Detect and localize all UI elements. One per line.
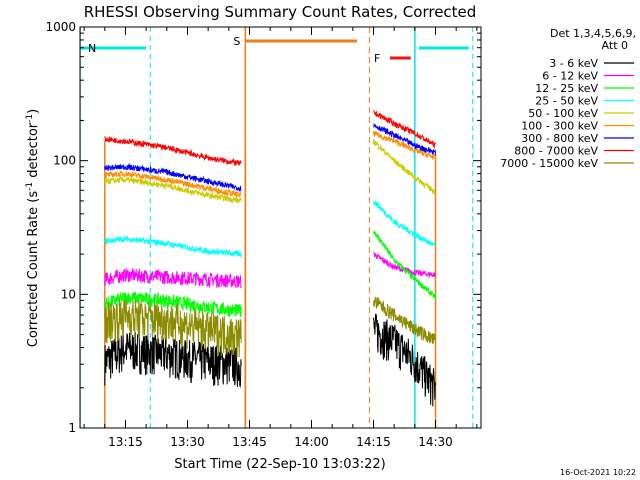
x-tick-label: 14:00 bbox=[294, 435, 329, 449]
y-tick-label: 10 bbox=[61, 287, 76, 301]
chart-title: RHESSI Observing Summary Count Rates, Co… bbox=[84, 3, 477, 21]
series-line bbox=[104, 291, 242, 318]
series-line bbox=[373, 231, 436, 300]
series-line bbox=[104, 268, 242, 289]
series-line bbox=[373, 138, 436, 196]
series-line bbox=[373, 123, 436, 156]
series-line bbox=[373, 200, 436, 247]
series-line bbox=[104, 162, 242, 192]
legend-header: Det 1,3,4,5,6,9, bbox=[550, 27, 636, 40]
x-axis: 13:15 13:30 13:45 14:00 14:15 14:30 bbox=[83, 27, 478, 449]
series-line bbox=[373, 251, 436, 278]
x-tick-label: 14:15 bbox=[356, 435, 391, 449]
y-tick-label: 1000 bbox=[45, 20, 76, 34]
series-line bbox=[373, 109, 436, 149]
plot-frame bbox=[79, 26, 482, 429]
x-tick-label: 14:30 bbox=[418, 435, 453, 449]
x-tick-label: 13:15 bbox=[108, 435, 143, 449]
legend-label: 50 - 100 keV bbox=[528, 107, 598, 120]
y-axis-label: Corrected Count Rate (s-1 detector-1) bbox=[25, 109, 41, 347]
legend-label: 3 - 6 keV bbox=[549, 57, 598, 70]
legend-label: 100 - 300 keV bbox=[521, 120, 598, 133]
legend-label: 7000 - 15000 keV bbox=[500, 157, 598, 170]
x-axis-label: Start Time (22-Sep-10 13:03:22) bbox=[174, 457, 385, 472]
series-line bbox=[104, 136, 242, 166]
footer-date: 16-Oct-2021 10:22 bbox=[560, 468, 636, 477]
series-layer bbox=[104, 109, 436, 407]
legend-header: Att 0 bbox=[602, 39, 628, 52]
y-tick-label: 100 bbox=[53, 154, 76, 168]
y-axis: 1 10 100 1000 bbox=[45, 20, 481, 435]
series-line bbox=[373, 313, 436, 407]
legend-label: 800 - 7000 keV bbox=[514, 145, 598, 158]
legend-label: 6 - 12 keV bbox=[542, 70, 598, 83]
legend-label: 300 - 800 keV bbox=[521, 132, 598, 145]
legend-label: 12 - 25 keV bbox=[535, 82, 598, 95]
legend-label: 25 - 50 keV bbox=[535, 95, 598, 108]
flag-label-F: F bbox=[374, 52, 380, 65]
series-line bbox=[373, 130, 436, 160]
series-line bbox=[104, 175, 242, 204]
x-tick-label: 13:45 bbox=[232, 435, 267, 449]
series-line bbox=[104, 170, 242, 199]
y-tick-label: 1 bbox=[68, 421, 76, 435]
flag-label-S: S bbox=[233, 35, 240, 48]
flag-label-N: N bbox=[88, 42, 96, 55]
series-line bbox=[104, 298, 242, 358]
series-line bbox=[373, 297, 436, 345]
x-tick-label: 13:30 bbox=[170, 435, 205, 449]
series-line bbox=[104, 234, 242, 258]
